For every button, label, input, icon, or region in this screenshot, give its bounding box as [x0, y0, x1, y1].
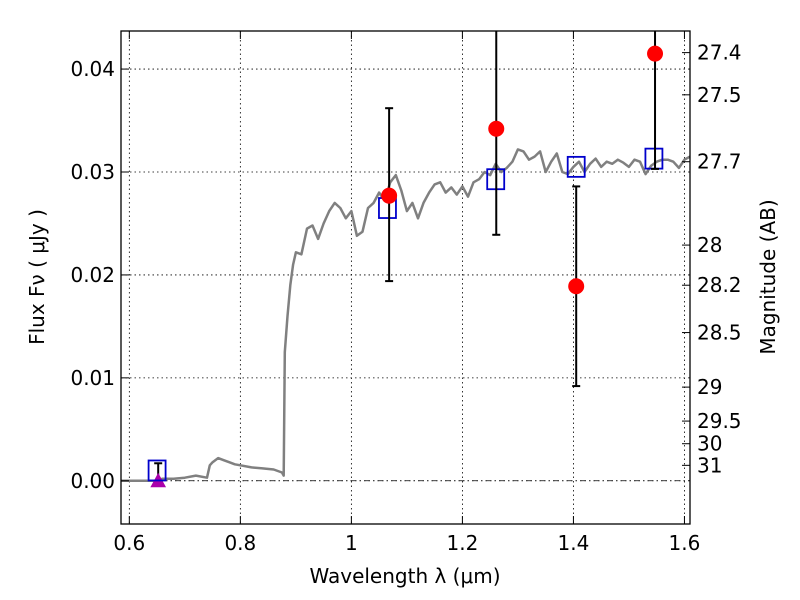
plot-frame — [120, 30, 691, 525]
x-tick-label: 1.6 — [669, 531, 701, 555]
axis-tick-labels: 0.6 0.8 1 1.2 1.4 1.6 0.00 0.01 0.02 0.03 0.04 27.4… — [70, 41, 741, 555]
axis-ticks — [121, 31, 690, 524]
x-tick-label: 0.6 — [113, 531, 145, 555]
x-tick-label: 1.4 — [558, 531, 590, 555]
y-tick-label: 0.02 — [70, 263, 115, 287]
y-tick-label: 0.04 — [70, 57, 115, 81]
right-axis-label: Magnitude (AB) — [756, 199, 780, 354]
x-tick-label: 1 — [345, 531, 358, 555]
observed-point — [647, 45, 664, 62]
model-band-square — [566, 155, 586, 178]
right-tick-label: 28 — [697, 233, 722, 257]
y-tick-label: 0.00 — [70, 469, 115, 493]
y-axis-label: Flux Fν ( μJy ) — [25, 209, 49, 345]
right-tick-label: 28.5 — [697, 321, 742, 345]
observed-point — [568, 278, 585, 295]
model-spectrum-line — [121, 148, 691, 483]
right-tick-label: 28.2 — [697, 273, 742, 297]
observed-point — [381, 187, 398, 204]
right-tick-label: 27.5 — [697, 83, 742, 107]
x-axis-label: Wavelength λ (μm) — [309, 564, 500, 588]
x-tick-label: 1.2 — [446, 531, 478, 555]
x-tick-label: 0.8 — [224, 531, 256, 555]
right-tick-label: 27.7 — [697, 150, 742, 174]
y-tick-label: 0.01 — [70, 366, 115, 390]
y-tick-label: 0.03 — [70, 160, 115, 184]
model-band-square — [147, 459, 167, 482]
plot-series — [121, 31, 691, 488]
right-tick-label: 29.5 — [697, 409, 742, 433]
observed-point — [488, 120, 505, 137]
right-tick-label: 30 — [697, 432, 722, 456]
right-tick-label: 31 — [697, 453, 722, 477]
right-tick-label: 27.4 — [697, 41, 742, 65]
right-tick-label: 29 — [697, 375, 722, 399]
